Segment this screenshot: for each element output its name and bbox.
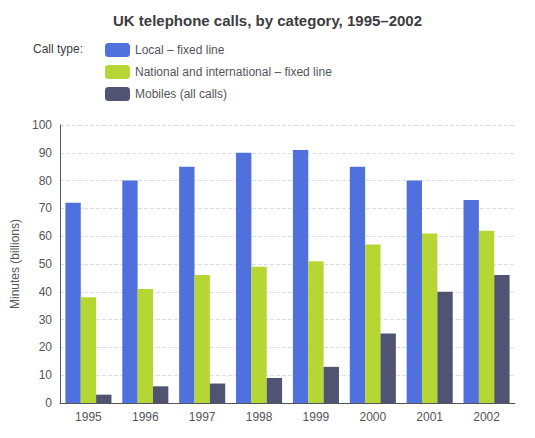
svg-text:1995: 1995 [75, 410, 102, 424]
svg-text:Local – fixed line: Local – fixed line [135, 43, 225, 57]
svg-text:2001: 2001 [416, 410, 443, 424]
svg-text:Call type:: Call type: [33, 42, 83, 56]
svg-text:10: 10 [39, 368, 53, 382]
svg-text:20: 20 [39, 340, 53, 354]
svg-text:30: 30 [39, 313, 53, 327]
svg-text:50: 50 [39, 257, 53, 271]
svg-text:Minutes (billions): Minutes (billions) [8, 219, 22, 309]
svg-text:1997: 1997 [189, 410, 216, 424]
svg-text:80: 80 [39, 174, 53, 188]
svg-text:1999: 1999 [303, 410, 330, 424]
svg-text:1998: 1998 [246, 410, 273, 424]
svg-text:40: 40 [39, 285, 53, 299]
svg-text:100: 100 [32, 118, 52, 132]
svg-text:2002: 2002 [473, 410, 500, 424]
svg-text:UK telephone calls, by categor: UK telephone calls, by category, 1995–20… [113, 12, 422, 29]
svg-text:60: 60 [39, 229, 53, 243]
svg-text:2000: 2000 [359, 410, 386, 424]
svg-text:70: 70 [39, 201, 53, 215]
svg-text:0: 0 [45, 396, 52, 410]
svg-text:Mobiles (all calls): Mobiles (all calls) [135, 87, 227, 101]
svg-text:90: 90 [39, 146, 53, 160]
svg-text:National and international – f: National and international – fixed line [135, 65, 332, 79]
svg-text:1996: 1996 [132, 410, 159, 424]
